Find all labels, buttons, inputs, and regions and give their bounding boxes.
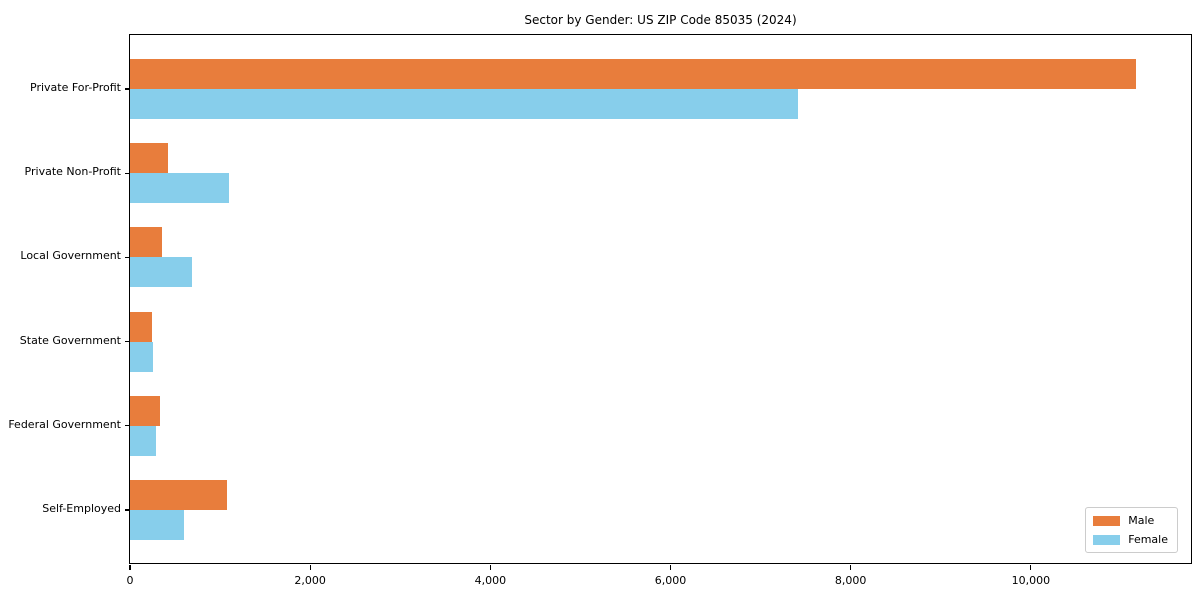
bar-male-private-for-profit	[130, 59, 1137, 89]
bar-male-local-government	[130, 227, 162, 258]
xtick-label-10000: 10,000	[1011, 574, 1051, 587]
xtick-mark	[489, 565, 491, 570]
bar-male-private-non-profit	[130, 143, 168, 174]
legend-item-female: Female	[1093, 533, 1168, 546]
bar-female-private-for-profit	[130, 89, 798, 119]
legend-swatch-male	[1093, 515, 1121, 526]
ytick-mark	[125, 425, 130, 427]
legend-swatch-female	[1093, 534, 1121, 545]
ytick-label-state-government: State Government	[19, 333, 121, 347]
bar-female-state-government	[130, 341, 153, 372]
ytick-label-private-for-profit: Private For-Profit	[30, 81, 121, 94]
ytick-mark	[125, 172, 130, 174]
ytick-mark	[125, 256, 130, 258]
ytick-label-private-non-profit: Private Non-Profit	[24, 165, 121, 179]
xtick-label-6000: 6,000	[654, 574, 687, 587]
bar-male-self-employed	[130, 480, 228, 510]
xtick-label-4000: 4,000	[474, 574, 507, 587]
bar-male-state-government	[130, 311, 152, 342]
ytick-mark	[125, 88, 130, 90]
legend: Male Female	[1085, 507, 1178, 553]
xtick-label-0: 0	[126, 574, 134, 587]
bar-female-local-government	[130, 257, 193, 288]
plot-area: 0 2,000 4,000 6,000 8,000 10,000 Male Female	[125, 34, 1192, 587]
xtick-mark	[309, 565, 311, 570]
bar-female-federal-government	[130, 425, 157, 456]
bar-female-self-employed	[130, 510, 185, 540]
ytick-mark	[125, 509, 130, 511]
chart-title: Sector by Gender: US ZIP Code 85035 (202…	[524, 13, 797, 27]
ytick-mark	[125, 341, 130, 343]
xtick-mark	[129, 565, 131, 570]
xtick-mark	[669, 565, 672, 570]
xtick-label-8000: 8,000	[834, 574, 867, 587]
xtick-mark	[850, 565, 852, 570]
ytick-label-federal-government: Federal Government	[8, 417, 121, 431]
bar-female-private-non-profit	[130, 173, 230, 204]
ytick-label-self-employed: Self-Employed	[42, 502, 121, 515]
bar-male-federal-government	[130, 395, 161, 426]
xtick-label-2000: 2,000	[294, 574, 326, 587]
legend-item-male: Male	[1093, 514, 1168, 527]
xtick-mark	[1030, 565, 1032, 570]
legend-label-female: Female	[1128, 533, 1168, 546]
ytick-label-local-government: Local Government	[20, 249, 121, 263]
legend-label-male: Male	[1128, 514, 1155, 527]
